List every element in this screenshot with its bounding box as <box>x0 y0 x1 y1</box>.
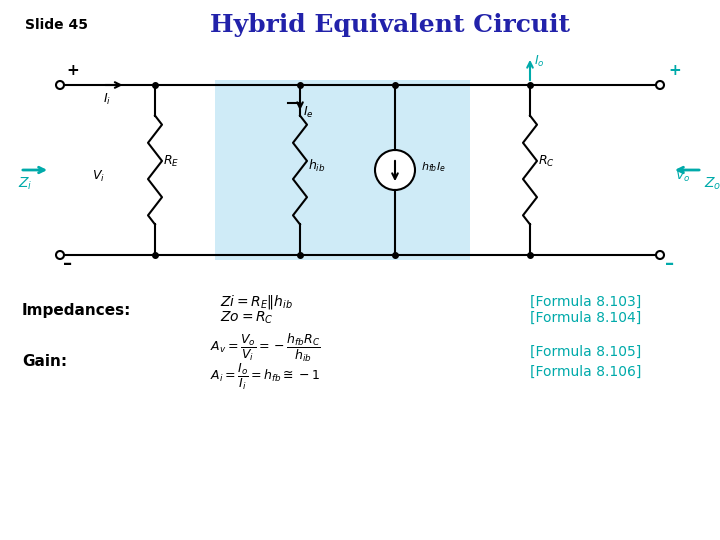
Text: –: – <box>63 255 72 273</box>
Text: –: – <box>665 255 674 273</box>
Text: Gain:: Gain: <box>22 354 67 369</box>
Circle shape <box>56 251 64 259</box>
Text: $h_{fb} I_e$: $h_{fb} I_e$ <box>421 160 446 174</box>
Text: Hybrid Equivalent Circuit: Hybrid Equivalent Circuit <box>210 13 570 37</box>
Text: $I_e$: $I_e$ <box>303 105 314 120</box>
Text: $Zi = R_E \| h_{ib}$: $Zi = R_E \| h_{ib}$ <box>220 293 293 311</box>
Text: +: + <box>668 63 680 78</box>
Bar <box>215 80 470 260</box>
Text: $A_v = \dfrac{V_o}{V_i} = -\dfrac{h_{fb} R_C}{h_{ib}}$: $A_v = \dfrac{V_o}{V_i} = -\dfrac{h_{fb}… <box>210 332 320 364</box>
Text: $h_{ib}$: $h_{ib}$ <box>308 158 325 174</box>
Circle shape <box>375 150 415 190</box>
Text: $R_C$: $R_C$ <box>538 154 555 169</box>
Text: $V_o$: $V_o$ <box>675 169 690 184</box>
Text: $Z_i$: $Z_i$ <box>18 176 32 192</box>
Text: [Formula 8.104]: [Formula 8.104] <box>530 311 642 325</box>
Text: Slide 45: Slide 45 <box>25 18 88 32</box>
Text: $A_i = \dfrac{I_o}{I_i} = h_{fb} \cong -1$: $A_i = \dfrac{I_o}{I_i} = h_{fb} \cong -… <box>210 362 320 392</box>
Text: $R_E$: $R_E$ <box>163 154 179 169</box>
Text: [Formula 8.103]: [Formula 8.103] <box>530 295 642 309</box>
Text: [Formula 8.105]: [Formula 8.105] <box>530 345 642 359</box>
Text: $V_i$: $V_i$ <box>92 169 105 184</box>
Text: Impedances:: Impedances: <box>22 302 131 318</box>
Circle shape <box>656 251 664 259</box>
Circle shape <box>56 81 64 89</box>
Text: [Formula 8.106]: [Formula 8.106] <box>530 365 642 379</box>
Text: $I_i$: $I_i$ <box>104 92 112 107</box>
Text: +: + <box>66 63 78 78</box>
Text: $Z_o$: $Z_o$ <box>704 176 720 192</box>
Text: $I_o$: $I_o$ <box>534 54 544 69</box>
Circle shape <box>656 81 664 89</box>
Text: $Zo = R_C$: $Zo = R_C$ <box>220 310 274 326</box>
